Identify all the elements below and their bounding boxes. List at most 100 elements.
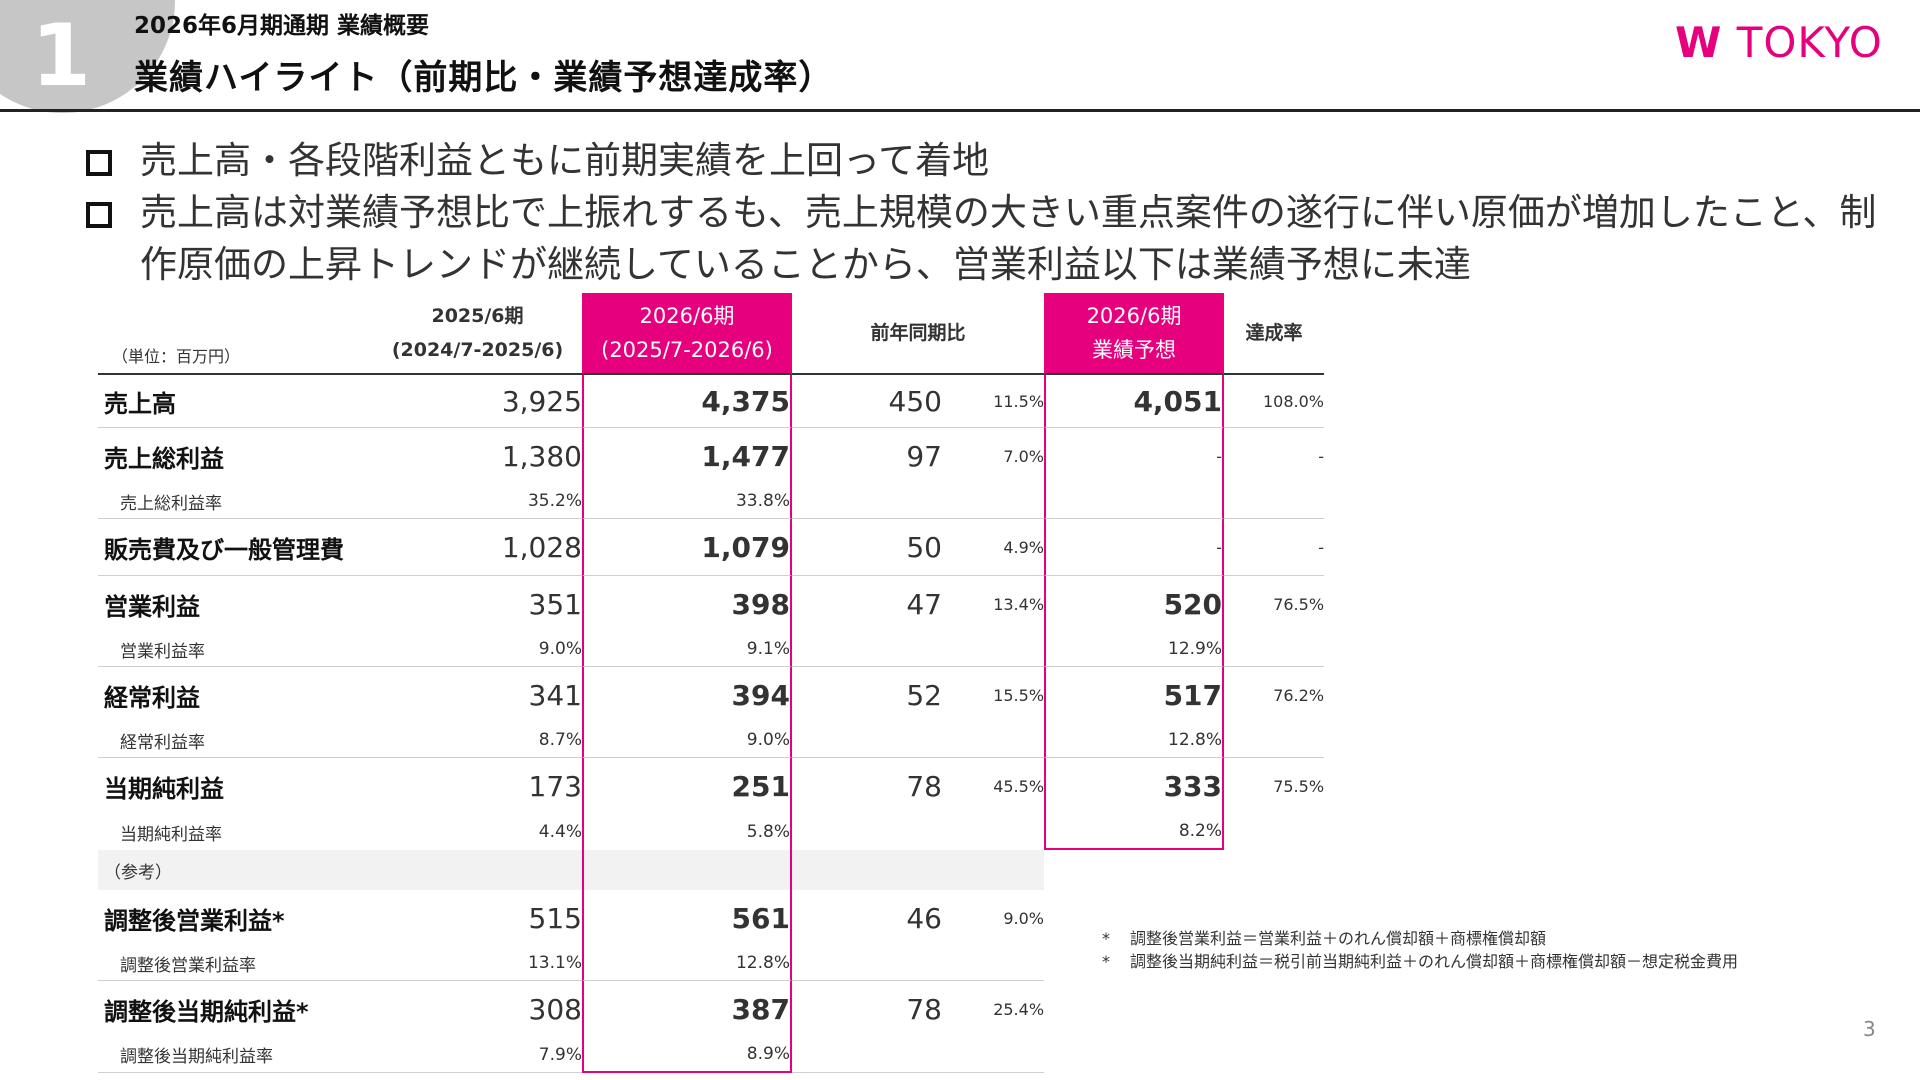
bullet-text: 売上高は対業績予想比で上振れするも、売上規模の大きい重点案件の遂行に伴い原価が増… <box>140 191 1877 286</box>
current-value: 4,375 <box>582 375 792 428</box>
yoy-pct: 25.4% <box>993 999 1045 1019</box>
current-value: 387 <box>582 981 792 1037</box>
header-current-year: 2026/6期 (2025/7-2026/6) <box>582 293 792 375</box>
brand-logo: W TOKYO <box>1675 18 1883 67</box>
yoy-diff: 46 <box>906 901 942 935</box>
footnote-text: 調整後当期純利益＝税引前当期純利益＋のれん償却額＋商標権償却額－想定税金費用 <box>1130 952 1739 971</box>
yoy-diff: 47 <box>906 587 942 621</box>
yoy-pct: 11.5% <box>942 375 1045 428</box>
achievement-rate: 76.2% <box>1273 685 1325 705</box>
prev-value: 1,380 <box>501 439 582 473</box>
table-row: 営業利益率 9.0% 9.1% 12.9% <box>98 632 1325 667</box>
yoy-diff: 450 <box>792 375 942 428</box>
table-row: 売上総利益 1,380 1,477 97 7.0% - - <box>98 428 1324 484</box>
row-label: 経常利益 <box>104 683 200 712</box>
table-row: 売上総利益率 35.2% 33.8% <box>98 484 1325 519</box>
header-forecast: 2026/6期 業績予想 <box>1044 293 1225 375</box>
footnote-mark: * <box>1102 929 1110 948</box>
page-subtitle: 2026年6月期通期 業績概要 <box>134 13 430 39</box>
table-row: 調整後営業利益率 13.1% 12.8% <box>98 946 1324 981</box>
prev-value: 7.9% <box>373 1037 582 1073</box>
prev-value: 308 <box>528 992 582 1026</box>
forecast-value <box>1044 484 1225 519</box>
bullet-item: 売上高・各段階利益ともに前期実績を上回って着地 <box>82 135 1882 187</box>
row-label: 営業利益率 <box>98 632 373 667</box>
forecast-value: 12.9% <box>1044 632 1225 667</box>
logo-mark: W <box>1675 18 1723 67</box>
table-header-row: （単位：百万円） 2025/6期 (2024/7-2025/6) 2026/6期(… <box>98 293 1325 375</box>
yoy-diff: 97 <box>906 439 942 473</box>
yoy-pct: 7.0% <box>1003 446 1045 466</box>
table-row: 当期純利益 173 251 78 45.5% 333 75.5% <box>98 758 1324 814</box>
current-value: 1,477 <box>582 428 792 484</box>
yoy-diff: 78 <box>906 769 942 803</box>
yoy-pct: 9.0% <box>1003 908 1045 928</box>
current-value: 398 <box>582 576 792 632</box>
page-title: 業績ハイライト（前期比・業績予想達成率） <box>134 58 834 98</box>
prev-value: 35.2% <box>373 484 582 519</box>
forecast-value: 520 <box>1044 576 1225 632</box>
current-value: 9.1% <box>582 632 792 667</box>
achievement-rate: 75.5% <box>1273 776 1325 796</box>
section-number: 1 <box>31 6 91 106</box>
row-label: 営業利益 <box>104 592 200 621</box>
reference-label: （参考） <box>98 850 373 890</box>
footnotes: * 調整後営業利益＝営業利益＋のれん償却額＋商標権償却額 * 調整後当期純利益＝税引… <box>1102 927 1738 973</box>
bullet-text: 売上高・各段階利益ともに前期実績を上回って着地 <box>140 139 990 182</box>
yoy-diff: 50 <box>792 519 942 576</box>
bullet-item: 売上高は対業績予想比で上振れするも、売上規模の大きい重点案件の遂行に伴い原価が増… <box>82 187 1882 291</box>
footnote-item: * 調整後営業利益＝営業利益＋のれん償却額＋商標権償却額 <box>1102 927 1738 950</box>
forecast-value: 8.2% <box>1044 814 1225 850</box>
table-row: 当期純利益率 4.4% 5.8% 8.2% <box>98 814 1324 850</box>
row-label: 売上総利益率 <box>98 484 373 519</box>
prev-value: 1,028 <box>373 519 582 576</box>
prev-value: 351 <box>528 587 582 621</box>
yoy-pct: 45.5% <box>993 776 1045 796</box>
row-label: 調整後当期純利益率 <box>98 1037 373 1073</box>
table-row: 調整後営業利益* 515 561 46 9.0% <box>98 890 1324 946</box>
yoy-pct: 4.9% <box>942 519 1045 576</box>
prev-value: 341 <box>528 678 582 712</box>
table-row: 調整後当期純利益* 308 387 78 25.4% <box>98 981 1324 1037</box>
current-value: 9.0% <box>582 723 792 758</box>
current-value: 12.8% <box>582 946 792 981</box>
achievement-rate: - <box>1224 519 1325 576</box>
logo-text: TOKYO <box>1736 18 1883 67</box>
prev-value: 173 <box>528 769 582 803</box>
header-yoy: 前年同期比 <box>792 293 1045 375</box>
prev-value: 3,925 <box>373 375 582 428</box>
yoy-diff: 78 <box>906 992 942 1026</box>
current-value: 561 <box>582 890 792 946</box>
table-row: 経常利益 341 394 52 15.5% 517 76.2% <box>98 667 1324 723</box>
prev-value: 13.1% <box>373 946 582 981</box>
forecast-value: - <box>1044 519 1225 576</box>
current-value: 1,079 <box>582 519 792 576</box>
page-number: 3 <box>1863 1017 1876 1041</box>
forecast-value: 12.8% <box>1044 723 1225 758</box>
row-label: 調整後営業利益* <box>104 906 285 935</box>
prev-value: 4.4% <box>538 822 582 842</box>
forecast-value: 4,051 <box>1044 375 1225 428</box>
table-row: 営業利益 351 398 47 13.4% 520 76.5% <box>98 576 1324 632</box>
footnote-mark: * <box>1102 952 1110 971</box>
row-label: 調整後当期純利益* <box>104 997 309 1026</box>
reference-row: （参考） <box>98 850 1324 890</box>
current-value: 5.8% <box>582 814 792 850</box>
row-label: 経常利益率 <box>98 723 373 758</box>
footnote-text: 調整後営業利益＝営業利益＋のれん償却額＋商標権償却額 <box>1130 929 1547 948</box>
prev-value: 9.0% <box>373 632 582 667</box>
achievement-rate: 108.0% <box>1224 375 1325 428</box>
row-label: 売上高 <box>98 375 373 428</box>
table-row: 経常利益率 8.7% 9.0% 12.8% <box>98 723 1325 758</box>
checkbox-square-icon <box>86 202 112 228</box>
table-row: 販売費及び一般管理費 1,028 1,079 50 4.9% - - <box>98 519 1325 576</box>
header-divider <box>0 109 1920 112</box>
header-prev-year: 2025/6期 (2024/7-2025/6) <box>373 293 582 375</box>
yoy-pct: 13.4% <box>993 594 1045 614</box>
yoy-pct: 15.5% <box>993 685 1045 705</box>
checkbox-square-icon <box>86 150 112 176</box>
highlight-bullets: 売上高・各段階利益ともに前期実績を上回って着地 売上高は対業績予想比で上振れする… <box>82 135 1882 291</box>
table-row: 売上高 3,925 4,375 450 11.5% 4,051 108.0% <box>98 375 1325 428</box>
row-label: 売上総利益 <box>104 444 224 473</box>
current-value: 251 <box>582 758 792 814</box>
